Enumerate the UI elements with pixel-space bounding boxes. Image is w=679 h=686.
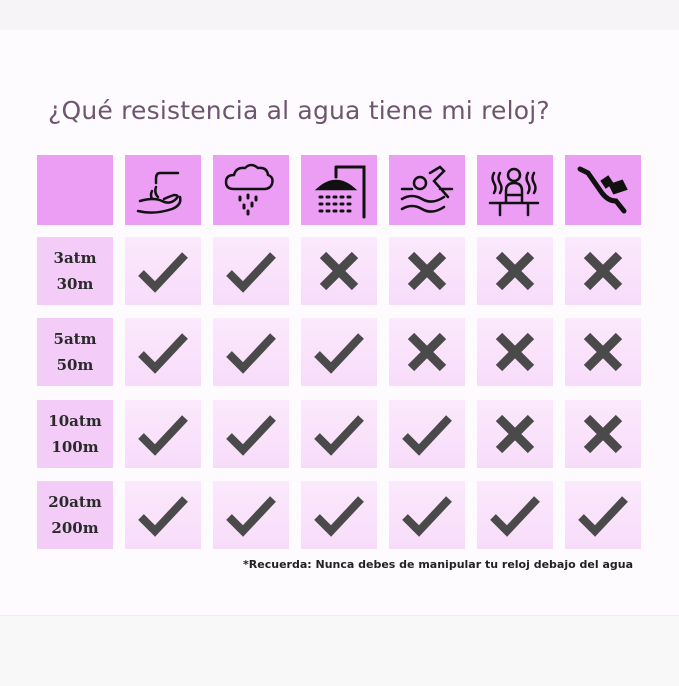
check-icon: [226, 333, 276, 374]
swimming-icon: [400, 165, 454, 213]
footnote: *Recuerda: Nunca debes de manipular tu r…: [243, 558, 633, 571]
check-icon: [402, 496, 452, 537]
check-icon: [402, 415, 452, 456]
page-title: ¿Qué resistencia al agua tiene mi reloj?: [48, 96, 550, 125]
cross-icon: [407, 332, 447, 372]
cross-icon: [583, 414, 623, 454]
table-cell: [565, 481, 641, 549]
cross-icon: [407, 251, 447, 291]
table-cell: [213, 318, 289, 386]
table-cell: [301, 400, 377, 468]
table-cell: [125, 481, 201, 549]
top-band: [0, 0, 679, 30]
check-icon: [490, 496, 540, 537]
cross-icon: [495, 332, 535, 372]
table-cell: [301, 237, 377, 305]
header-cell: [125, 155, 201, 225]
header-cell: [565, 155, 641, 225]
table-cell: [213, 481, 289, 549]
header-cell: [213, 155, 289, 225]
row-label-cell: 10atm 100m: [37, 400, 113, 468]
header-cell: [389, 155, 465, 225]
header-cell: [301, 155, 377, 225]
check-icon: [226, 496, 276, 537]
cross-icon: [583, 332, 623, 372]
scuba-diving-icon: [577, 166, 628, 214]
table-cell: [125, 318, 201, 386]
table-cell: [213, 237, 289, 305]
cross-icon: [319, 251, 359, 291]
sauna-icon: [488, 167, 540, 217]
check-icon: [226, 415, 276, 456]
check-icon: [138, 496, 188, 537]
hand-washing-icon: [136, 171, 182, 214]
depth-label: 100m: [51, 438, 99, 456]
depth-label: 50m: [56, 356, 94, 374]
atm-label: 20atm: [48, 493, 102, 511]
check-icon: [314, 333, 364, 374]
depth-label: 200m: [51, 519, 99, 537]
bottom-band: [0, 615, 679, 686]
row-label-cell: 3atm 30m: [37, 237, 113, 305]
atm-label: 10atm: [48, 412, 102, 430]
table-cell: [477, 400, 553, 468]
check-icon: [138, 333, 188, 374]
row-label-cell: 20atm 200m: [37, 481, 113, 549]
depth-label: 30m: [56, 275, 94, 293]
table-cell: [477, 481, 553, 549]
table-cell: [213, 400, 289, 468]
table-cell: [389, 237, 465, 305]
check-icon: [138, 252, 188, 293]
check-icon: [138, 415, 188, 456]
table-cell: [389, 400, 465, 468]
table-cell: [301, 318, 377, 386]
table-cell: [477, 318, 553, 386]
table-cell: [389, 318, 465, 386]
row-label-cell: 5atm 50m: [37, 318, 113, 386]
table-cell: [565, 237, 641, 305]
atm-label: 3atm: [53, 249, 97, 267]
cross-icon: [495, 251, 535, 291]
check-icon: [314, 415, 364, 456]
rain-cloud-icon: [224, 163, 274, 216]
header-corner-cell: [37, 155, 113, 225]
check-icon: [314, 496, 364, 537]
check-icon: [226, 252, 276, 293]
header-cell: [477, 155, 553, 225]
table-cell: [125, 400, 201, 468]
table-cell: [125, 237, 201, 305]
shower-icon: [314, 165, 366, 219]
cross-icon: [583, 251, 623, 291]
cross-icon: [495, 414, 535, 454]
table-cell: [301, 481, 377, 549]
atm-label: 5atm: [53, 330, 97, 348]
table-cell: [389, 481, 465, 549]
table-cell: [565, 400, 641, 468]
check-icon: [578, 496, 628, 537]
table-cell: [477, 237, 553, 305]
table-cell: [565, 318, 641, 386]
